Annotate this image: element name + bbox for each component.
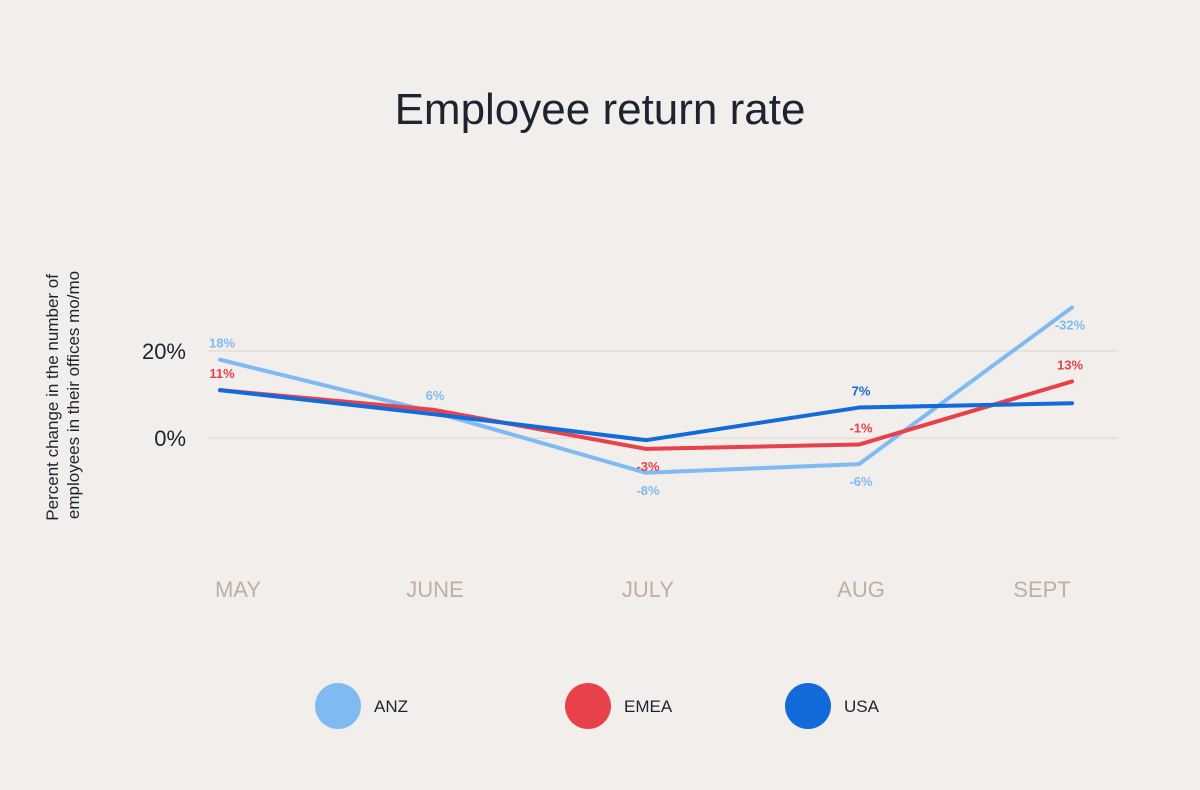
x-tick-label: AUG [837,577,885,602]
legend: ANZ EMEA USA [315,683,880,729]
y-axis-label: Percent change in the number of employee… [43,269,83,520]
data-label-emea: 11% [209,366,235,381]
data-label-anz: -6% [849,474,873,489]
y-tick-label: 0% [154,426,186,451]
data-label-usa: 7% [852,384,871,399]
y-tick-label: 20% [142,339,186,364]
series-line-emea [218,379,1074,451]
legend-swatch-emea [565,683,611,729]
legend-swatch-anz [315,683,361,729]
series-line-anz [218,305,1074,475]
x-tick-label: JULY [622,577,674,602]
y-axis-label-line-2: employees in their offices mo/mo [64,271,83,519]
data-label-emea: -1% [849,421,873,436]
data-labels: 18% 6% -8% -6% -32% 11% -3% -1% 13% 7% [209,318,1086,498]
x-axis-ticks: MAY JUNE JULY AUG SEPT [215,577,1071,602]
data-label-emea: 13% [1057,357,1083,372]
data-label-anz: -32% [1055,318,1086,333]
x-tick-label: SEPT [1013,577,1070,602]
x-tick-label: MAY [215,577,261,602]
series-lines [218,305,1074,475]
legend-swatch-usa [785,683,831,729]
legend-label-emea: EMEA [624,697,673,716]
y-axis-ticks: 0% 20% [142,339,186,451]
y-axis-label-line-1: Percent change in the number of [43,274,62,521]
grid [208,350,1118,439]
series-line-usa [218,388,1074,443]
chart-title: Employee return rate [395,85,806,134]
legend-label-usa: USA [844,697,880,716]
data-label-anz: 6% [426,388,445,403]
data-label-emea: -3% [636,459,660,474]
data-label-anz: -8% [636,483,660,498]
x-tick-label: JUNE [406,577,463,602]
legend-label-anz: ANZ [374,697,408,716]
data-label-anz: 18% [209,336,235,351]
